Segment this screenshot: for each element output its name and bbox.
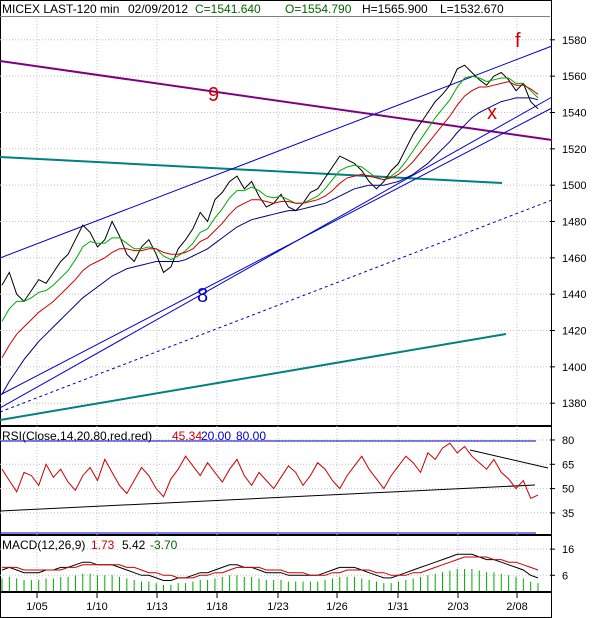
header-high: H=1565.900 [362,2,428,16]
resistance-line-9 [0,60,553,141]
y-tick-label-1-35: 35 [562,508,574,520]
y-tick-label-0-1420: 1420 [562,326,586,338]
y-tick-label-0-1580: 1580 [562,35,586,47]
channel-upper-line [0,45,553,259]
trendlines [0,45,553,512]
annotation-f: f [515,30,521,52]
macd-panel [0,535,552,592]
ma-short-line [1,75,539,322]
y-tick-label-0-1440: 1440 [562,289,586,301]
y-tick-label-1-80: 80 [562,435,574,447]
rsi-lower: 20.00 [201,429,231,443]
x-tick-label-0: 1/05 [26,601,47,613]
rsi-threshold-lines [0,440,536,534]
y-tick-label-0-1480: 1480 [562,217,586,229]
x-tick-label-6: 1/31 [387,601,408,613]
header-symbol: MICEX LAST-120 min [2,2,119,16]
y-tick-label-2-6: 6 [562,570,568,582]
support-line-teal-upper [0,156,503,184]
signal-line [2,556,539,579]
y-tick-label-2-16: 16 [562,544,574,556]
rsi-upper: 80.00 [236,429,266,443]
series-layer [1,64,539,591]
ma-long-line [1,97,539,395]
header-underline [0,16,550,17]
x-tick-label-5: 1/26 [326,601,347,613]
macd-line [1,553,539,581]
tick-labels: 1380 1400 1420 1440 1460 1480 1500 1520 1540 1560… [26,35,586,613]
y-tick-label-0-1380: 1380 [562,398,586,410]
macd-value-3: -3.70 [150,538,178,552]
x-tick-label-8: 2/08 [506,601,527,613]
y-tick-label-0-1520: 1520 [562,144,586,156]
rsi-lower-trendline [0,484,536,512]
rsi-header: RSI(Close,14,20,80,red,red) 45.34 20.00 … [2,429,266,443]
macd-label: MACD(12,26,9) [2,538,85,552]
channel-dashed-line [0,199,553,413]
annotation-x: x [487,102,497,124]
ma-mid-line [1,81,539,359]
y-tick-label-1-50: 50 [562,484,574,496]
annotation-9: 9 [208,84,219,106]
macd-header: MACD(12,26,9) 1.73 5.42 -3.70 [2,538,178,552]
channel-mid-line [0,107,553,396]
x-tick-label-4: 1/23 [267,601,288,613]
y-tick-label-0-1400: 1400 [562,362,586,374]
rsi-panel [0,426,552,535]
x-tick-label-3: 1/18 [206,601,227,613]
price-header: MICEX LAST-120 min 02/09/2012 C=1541.640… [2,2,504,16]
header-low: L=1532.670 [440,2,504,16]
header-date: 02/09/2012 [128,2,188,16]
price-line [1,64,539,303]
rsi-upper-trendline [469,449,549,469]
y-tick-label-0-1500: 1500 [562,180,586,192]
y-tick-label-1-65: 65 [562,459,574,471]
x-tick-label-7: 2/03 [447,601,468,613]
rsi-label: RSI(Close,14,20,80,red,red) [2,429,152,443]
y-tick-label-0-1460: 1460 [562,253,586,265]
header-close: C=1541.640 [195,2,261,16]
grid-layer [0,18,550,591]
annotation-8: 8 [197,285,208,307]
x-tick-label-2: 1/13 [146,601,167,613]
support-line-teal-lower [0,333,507,421]
price-panel [0,0,552,426]
header-open: O=1554.790 [285,2,352,16]
rsi-line [1,442,539,499]
y-tick-label-0-1560: 1560 [562,71,586,83]
x-tick-label-1: 1/10 [86,601,107,613]
rsi-value: 45.34 [172,429,202,443]
macd-value-2: 5.42 [122,538,146,552]
y-tick-label-0-1540: 1540 [562,107,586,119]
macd-value-1: 1.73 [91,538,115,552]
channel-lower-line-8 [0,96,553,409]
